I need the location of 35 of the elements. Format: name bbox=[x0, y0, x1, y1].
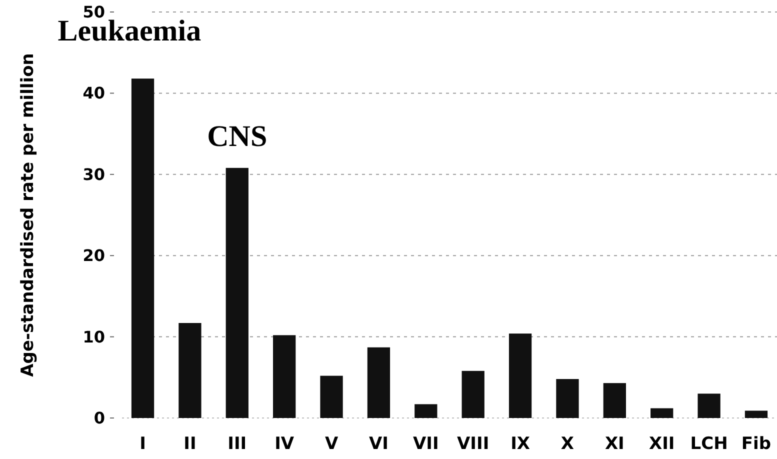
bar bbox=[603, 383, 626, 418]
bar bbox=[226, 168, 248, 418]
x-tick-label: III bbox=[228, 434, 247, 454]
bar bbox=[462, 370, 484, 418]
y-axis-title: Age-standardised rate per million bbox=[18, 53, 38, 377]
x-tick-label: VII bbox=[413, 434, 439, 454]
x-tick-label: XII bbox=[648, 434, 675, 454]
annotation: CNS bbox=[207, 120, 268, 153]
y-tick-label: 10 bbox=[82, 327, 105, 346]
bar bbox=[178, 322, 202, 418]
bar bbox=[556, 379, 579, 418]
bar bbox=[131, 78, 154, 418]
x-tick-label: XI bbox=[604, 434, 624, 454]
x-tick-label: VI bbox=[368, 434, 388, 454]
bar bbox=[320, 376, 343, 418]
y-tick-label: 0 bbox=[94, 408, 105, 428]
bar bbox=[273, 335, 296, 418]
x-tick-label: V bbox=[324, 434, 339, 454]
x-tick-label: I bbox=[140, 434, 146, 454]
x-tick-label: IV bbox=[274, 434, 295, 454]
bar bbox=[508, 334, 532, 418]
y-tick-label: 30 bbox=[82, 164, 105, 184]
bar bbox=[650, 408, 674, 418]
x-tick-label: VIII bbox=[457, 434, 490, 454]
bar bbox=[414, 404, 438, 418]
x-tick-label: II bbox=[184, 434, 196, 454]
x-tick-label: IX bbox=[510, 434, 530, 454]
x-tick-label: Fib bbox=[741, 434, 772, 454]
y-tick-label: 40 bbox=[82, 84, 105, 103]
bar bbox=[367, 347, 390, 418]
bar bbox=[698, 394, 720, 418]
x-tick-label: LCH bbox=[690, 434, 728, 454]
y-tick-label: 20 bbox=[82, 246, 105, 266]
bar bbox=[744, 410, 768, 418]
x-tick-label: X bbox=[560, 434, 574, 454]
